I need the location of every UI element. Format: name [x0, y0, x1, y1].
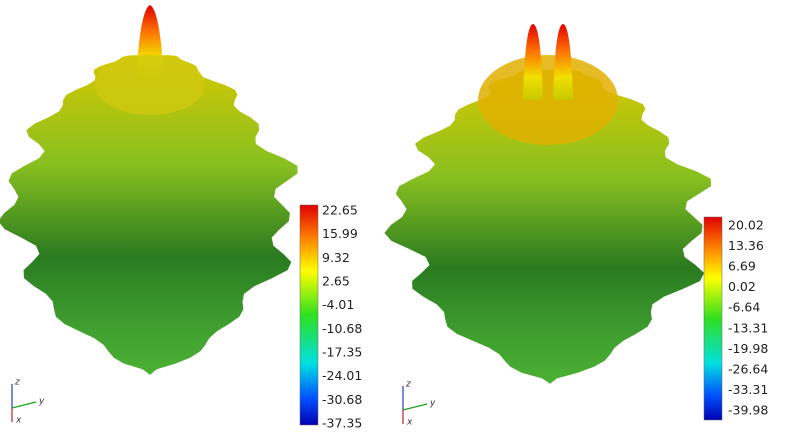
colorbar-label: -30.68 [322, 392, 362, 407]
axis-label: z [405, 380, 411, 390]
main-lobe [523, 24, 543, 100]
colorbar-label: -6.64 [728, 300, 760, 315]
colorbar-label: -17.35 [322, 345, 362, 360]
axis-label: x [406, 418, 413, 428]
colorbar-label: -39.98 [728, 403, 768, 418]
axis-label: y [429, 399, 436, 409]
colorbar-label: -37.35 [322, 416, 362, 431]
colorbar-label: -24.01 [322, 368, 362, 383]
colorbar-label: 13.36 [728, 238, 764, 253]
colorbar-label: 0.02 [728, 279, 756, 294]
colorbar-label: -13.31 [728, 320, 768, 335]
colorbar-label: 6.69 [728, 259, 756, 274]
main-lobe [553, 24, 573, 100]
colorbar [300, 205, 318, 425]
colorbar-label: -4.01 [322, 297, 354, 312]
colorbar-label: 2.65 [322, 274, 350, 289]
side-lobe [95, 55, 205, 115]
colorbar-label: -19.98 [728, 341, 768, 356]
axis-label: z [14, 378, 20, 388]
colorbar-label: 9.32 [322, 250, 350, 265]
colorbar-label: 20.02 [728, 218, 764, 233]
colorbar-label: 15.99 [322, 226, 358, 241]
axis-label: x [15, 416, 22, 426]
colorbar-label: -10.68 [322, 321, 362, 336]
colorbar [704, 217, 722, 420]
side-lobe [478, 55, 618, 145]
colorbar-label: -26.64 [728, 361, 768, 376]
figure: 22.65 15.99 9.32 2.65 -4.01 -10.68 -17.35 -24.0… [0, 0, 790, 438]
axis-label: y [38, 397, 45, 407]
colorbar-label: -33.31 [728, 382, 768, 397]
axis-triad [12, 384, 427, 424]
colorbar-label: 22.65 [322, 203, 358, 218]
